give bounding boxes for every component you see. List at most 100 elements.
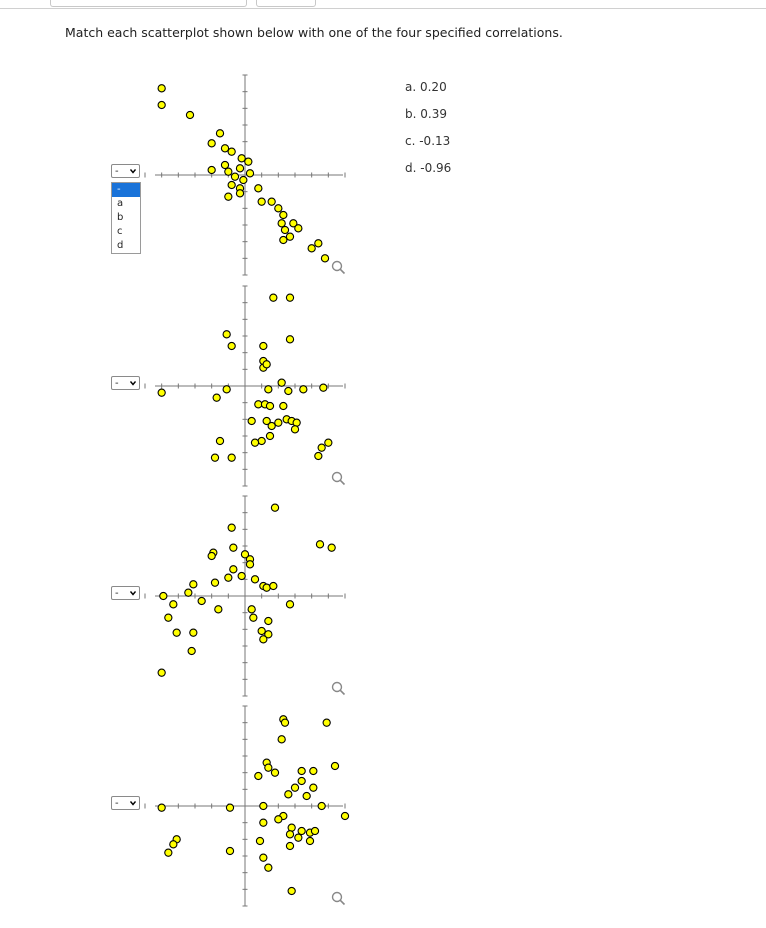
scatterplot-4 xyxy=(144,705,350,907)
data-point xyxy=(262,416,271,426)
data-point xyxy=(157,803,166,812)
match-select-2[interactable]: - xyxy=(111,376,140,390)
menu-option[interactable]: c xyxy=(117,226,123,237)
top-tab-bar xyxy=(0,0,766,10)
data-point xyxy=(270,503,280,512)
data-point xyxy=(227,523,236,532)
data-point xyxy=(159,591,168,601)
data-point xyxy=(309,783,318,792)
data-point xyxy=(237,571,246,581)
data-point xyxy=(157,100,166,110)
data-point xyxy=(222,385,231,394)
data-point xyxy=(315,540,325,549)
data-point xyxy=(227,180,236,190)
data-point xyxy=(262,360,271,369)
data-point xyxy=(247,416,256,426)
data-point xyxy=(285,293,295,302)
data-point xyxy=(297,826,306,836)
data-point xyxy=(169,600,178,609)
chevron-down-icon xyxy=(130,591,136,596)
data-point xyxy=(340,811,350,821)
data-point xyxy=(259,341,268,351)
menu-option[interactable]: d xyxy=(117,240,124,251)
data-point xyxy=(249,613,258,622)
data-point xyxy=(157,668,166,677)
match-select-1-menu[interactable]: - a b c d xyxy=(111,182,141,254)
data-point xyxy=(257,436,266,446)
data-point xyxy=(240,550,250,559)
data-point xyxy=(274,204,283,213)
menu-option[interactable]: b xyxy=(117,212,124,223)
magnifier-icon[interactable] xyxy=(331,681,346,696)
data-point xyxy=(220,144,230,153)
match-select-1[interactable]: - xyxy=(111,164,140,178)
data-point xyxy=(189,580,198,589)
data-point xyxy=(285,841,295,851)
data-point xyxy=(259,853,268,862)
menu-option[interactable]: - xyxy=(112,183,140,197)
top-tab-left[interactable] xyxy=(50,0,247,7)
data-point xyxy=(185,110,195,120)
data-point xyxy=(320,254,330,263)
answer-item: c. -0.13 xyxy=(405,134,451,148)
match-select-4[interactable]: - xyxy=(111,796,140,810)
data-point xyxy=(247,605,256,614)
data-point xyxy=(184,588,193,597)
data-point xyxy=(250,438,260,447)
menu-option[interactable]: a xyxy=(117,198,124,209)
answer-item: b. 0.39 xyxy=(405,107,447,121)
data-point xyxy=(277,219,286,228)
chevron-down-icon xyxy=(130,801,136,806)
select-value: - xyxy=(115,378,119,389)
data-point xyxy=(305,836,315,846)
top-tab-right[interactable] xyxy=(256,0,316,7)
answer-item: a. 0.20 xyxy=(405,80,447,94)
data-point xyxy=(237,154,246,163)
data-point xyxy=(330,761,340,771)
data-point xyxy=(269,293,278,302)
data-point xyxy=(210,453,220,462)
data-point xyxy=(279,210,288,220)
top-divider xyxy=(0,8,766,9)
data-point xyxy=(197,596,206,606)
data-point xyxy=(207,139,216,148)
data-point xyxy=(257,197,266,206)
data-point xyxy=(319,383,328,392)
select-value: - xyxy=(115,588,119,599)
data-point xyxy=(157,84,166,93)
data-point xyxy=(239,175,248,185)
chevron-down-icon xyxy=(130,169,136,174)
data-point xyxy=(290,425,300,434)
data-point xyxy=(285,600,295,609)
data-point xyxy=(314,451,323,461)
data-point xyxy=(274,815,283,824)
data-point xyxy=(269,581,278,591)
data-point xyxy=(235,164,245,173)
data-point xyxy=(229,543,238,552)
data-point xyxy=(254,771,263,781)
data-point xyxy=(264,763,273,772)
correlation-answer-list: a. 0.20 b. 0.39 c. -0.13 d. -0.96 xyxy=(405,79,451,187)
data-point xyxy=(224,192,233,201)
data-point xyxy=(264,863,273,872)
magnifier-icon[interactable] xyxy=(331,471,346,486)
magnifier-icon[interactable] xyxy=(331,891,346,906)
data-point xyxy=(164,613,173,622)
data-point xyxy=(220,160,230,170)
data-point xyxy=(327,543,336,552)
data-point xyxy=(285,830,295,839)
magnifier-icon[interactable] xyxy=(331,260,346,275)
data-point xyxy=(277,378,286,387)
data-point xyxy=(259,801,268,811)
data-point xyxy=(299,385,308,394)
data-point xyxy=(227,341,236,351)
data-point xyxy=(287,886,296,896)
data-point xyxy=(189,628,198,637)
data-point xyxy=(222,330,231,339)
match-select-3[interactable]: - xyxy=(111,586,140,600)
data-point xyxy=(254,184,263,193)
data-point xyxy=(224,573,233,582)
data-point xyxy=(264,385,273,394)
scatterplot-2 xyxy=(144,285,346,487)
data-point xyxy=(250,575,260,584)
